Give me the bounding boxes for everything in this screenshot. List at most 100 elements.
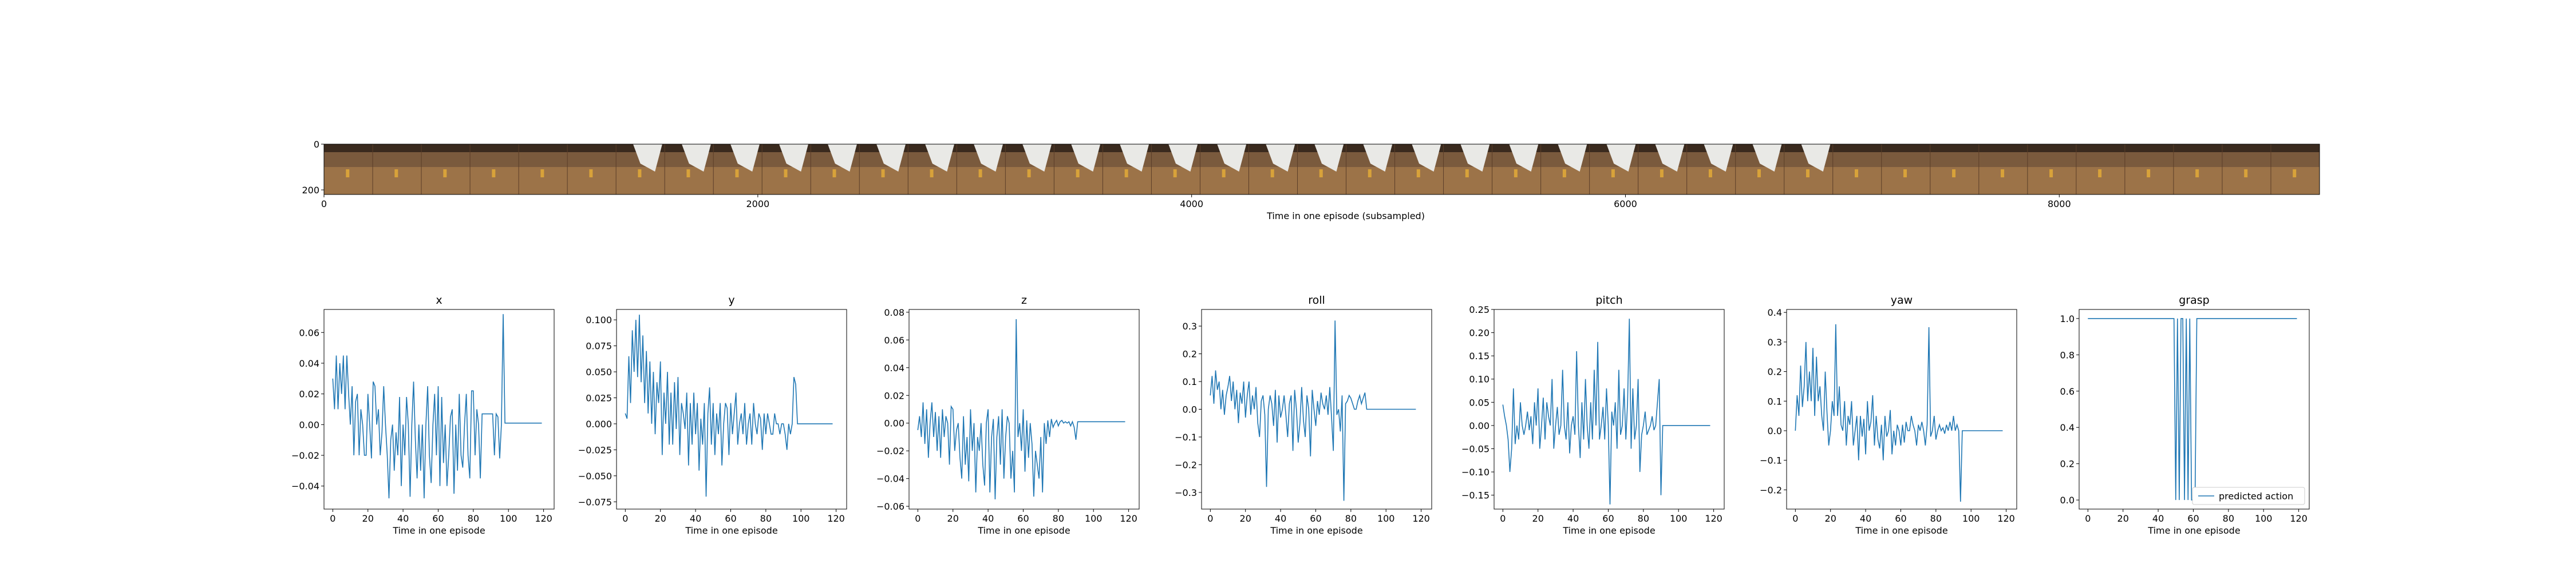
frame-top-shadow (1930, 144, 1979, 152)
x-tick-label: 120 (1120, 513, 1137, 524)
action-panel-yaw: yaw 0 20 40 60 80 100 120 −0.2 −0.1 0.0 0.1 0.2 0.3 0.… (1760, 294, 2017, 536)
x-tick-label: 100 (1085, 513, 1103, 524)
x-tick-label: 80 (1053, 513, 1064, 524)
plot-area (323, 309, 555, 510)
x-tick-label: 80 (1930, 513, 1942, 524)
x-tick-label: 0 (915, 513, 920, 524)
robot-arm (1509, 144, 1539, 172)
x-tick-label: 100 (792, 513, 810, 524)
x-tick-label: 60 (432, 513, 444, 524)
object-item (2147, 169, 2151, 177)
y-tick-label: −0.025 (578, 444, 612, 455)
x-tick-label: 100 (1962, 513, 1980, 524)
x-tick-label: 80 (1638, 513, 1649, 524)
y-tick-label: 0.0 (1183, 404, 1197, 415)
video-frame (907, 144, 957, 194)
y-tick-label: 0.4 (1768, 307, 1782, 318)
robot-arm (1558, 144, 1587, 172)
video-frame (1784, 144, 1833, 194)
object-item (1270, 169, 1274, 177)
object-item (1757, 169, 1761, 177)
y-tick-label: −0.2 (1175, 459, 1197, 470)
object-item (1173, 169, 1177, 177)
y-tick-label: 0.1 (1768, 396, 1782, 407)
robot-arm (1752, 144, 1782, 172)
video-frame (2173, 144, 2222, 194)
video-frame (664, 144, 714, 194)
robot-arm (779, 144, 808, 172)
video-frame (713, 144, 762, 194)
x-tick-label: 60 (1310, 513, 1321, 524)
object-item (540, 169, 544, 177)
x-tick-label: 20 (1825, 513, 1836, 524)
video-frame (1540, 144, 1590, 194)
y-tick-label: 0.00 (1469, 420, 1490, 431)
x-tick-label: 20 (2117, 513, 2129, 524)
frame-top-shadow (2027, 144, 2076, 152)
y-tick-label: 0.06 (884, 335, 904, 345)
series-line-pitch (1502, 319, 1710, 505)
y-tick-label: −0.04 (291, 481, 319, 492)
object-item (1465, 169, 1469, 177)
video-frame (372, 144, 422, 194)
x-axis-label: Time in one episode (977, 525, 1070, 536)
x-tick-label: 80 (2223, 513, 2234, 524)
plot-area (908, 309, 1140, 510)
object-item (2049, 169, 2053, 177)
x-tick-label: 60 (725, 513, 736, 524)
x-tick-label: 120 (1412, 513, 1430, 524)
y-tick-label: 0.075 (586, 341, 612, 352)
video-frame (1735, 144, 1784, 194)
y-tick-label: 0.15 (1469, 351, 1490, 362)
object-item (1416, 169, 1420, 177)
y-tick-label: 0.00 (299, 419, 319, 430)
y-tick-label: 0.06 (299, 327, 319, 338)
frame-top-shadow (470, 144, 519, 152)
robot-arm (1412, 144, 1441, 172)
y-tick-label: 0.05 (1469, 397, 1490, 408)
video-frame (1443, 144, 1492, 194)
y-tick-label: −0.05 (1461, 443, 1490, 454)
x-tick-label: 0 (622, 513, 628, 524)
x-tick-label: 40 (1275, 513, 1286, 524)
video-frame (1297, 144, 1346, 194)
robot-arm (1606, 144, 1636, 172)
x-tick-label: 20 (362, 513, 374, 524)
x-tick-label: 40 (397, 513, 409, 524)
object-item (1319, 169, 1323, 177)
x-tick-label: 120 (1997, 513, 2015, 524)
object-item (881, 169, 885, 177)
robot-arm (1071, 144, 1101, 172)
series-line-x (332, 314, 542, 499)
x-tick-label: 20 (947, 513, 959, 524)
robot-arm (681, 144, 711, 172)
y-tick-label: −0.050 (578, 471, 612, 482)
robot-arm (1120, 144, 1149, 172)
x-tick-label: 40 (1567, 513, 1579, 524)
x-tick-label: 0 (1792, 513, 1798, 524)
video-frame (1151, 144, 1200, 194)
robot-arm (1217, 144, 1247, 172)
robot-arm (925, 144, 955, 172)
robot-arm (1363, 144, 1393, 172)
y-tick-label: 0.02 (299, 389, 319, 400)
y-tick-label: 0.08 (884, 307, 904, 318)
x-axis-label: Time in one episode (2147, 525, 2240, 536)
x-tick-label: 0 (1207, 513, 1213, 524)
robot-arm (1022, 144, 1052, 172)
video-frame (1053, 144, 1103, 194)
robot-arm (1266, 144, 1295, 172)
x-tick-label: 0 (1500, 513, 1506, 524)
y-tick-label: 0.6 (2060, 386, 2075, 397)
panel-title: pitch (1595, 294, 1622, 307)
x-tick-label: 20 (655, 513, 666, 524)
frame-top-shadow (2076, 144, 2125, 152)
video-frame (761, 144, 811, 194)
object-item (832, 169, 836, 177)
robot-arm (1168, 144, 1198, 172)
strip-x-axis-label: Time in one episode (subsampled) (1266, 210, 1425, 221)
x-tick-label: 60 (1602, 513, 1614, 524)
y-tick-label: 0.20 (1469, 328, 1490, 339)
video-frame (1978, 144, 2028, 194)
